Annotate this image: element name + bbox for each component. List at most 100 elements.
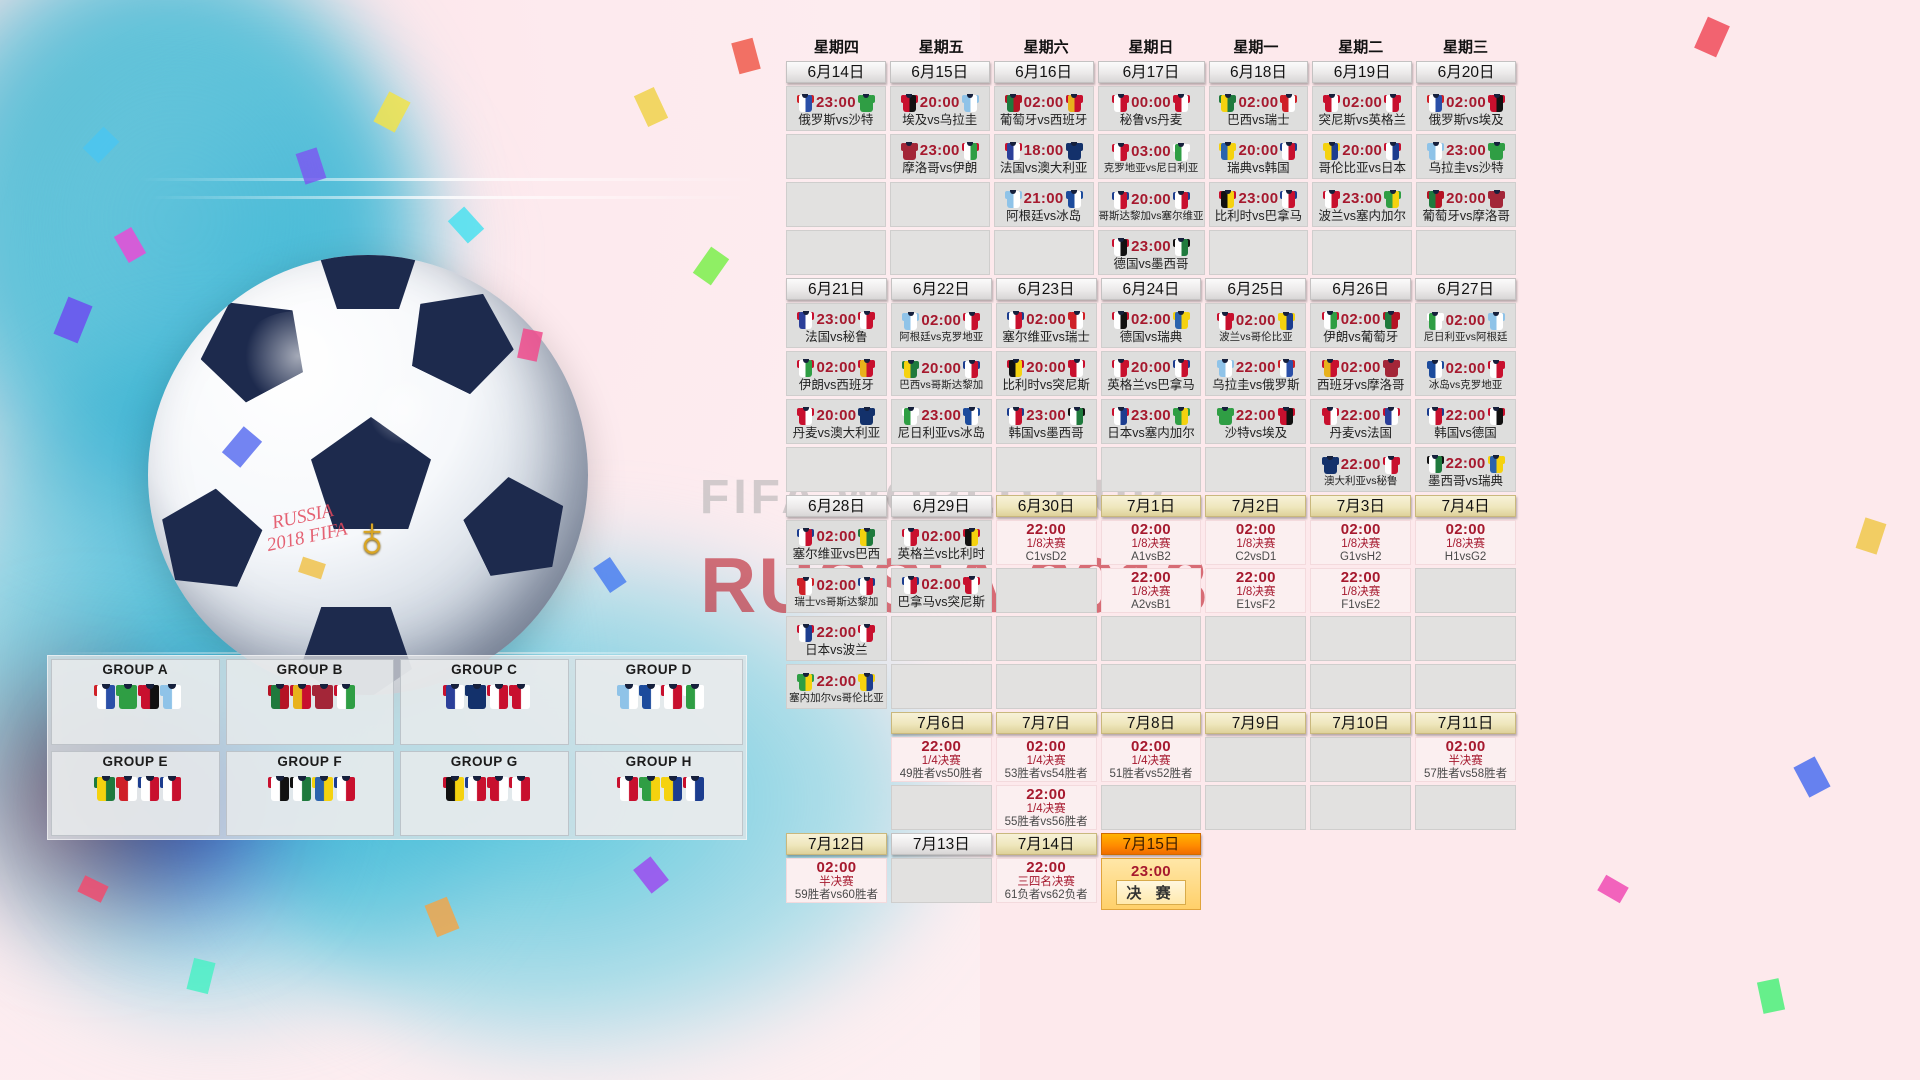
date-header[interactable]: 7月6日 bbox=[890, 712, 992, 734]
date-header[interactable]: 6月22日 bbox=[890, 278, 992, 300]
date-header[interactable]: 7月15日 bbox=[1100, 833, 1202, 855]
group-card-f[interactable]: GROUP F bbox=[225, 750, 394, 836]
match-cell[interactable]: 20:00 瑞典vs韩国 bbox=[1208, 134, 1309, 179]
date-header[interactable]: 7月7日 bbox=[995, 712, 1097, 734]
date-header[interactable]: 7月11日 bbox=[1415, 712, 1516, 734]
final-match-cell[interactable]: 23:00 决 赛 bbox=[1100, 858, 1202, 910]
match-cell[interactable]: 23:00 比利时vs巴拿马 bbox=[1208, 182, 1309, 227]
group-card-e[interactable]: GROUP E bbox=[51, 750, 220, 836]
date-header[interactable]: 6月27日 bbox=[1415, 278, 1516, 300]
match-cell[interactable]: 02:00 德国vs瑞典 bbox=[1100, 303, 1202, 348]
knockout-match-cell[interactable]: 22:00 1/8决赛 E1vsF2 bbox=[1205, 568, 1307, 613]
knockout-match-cell[interactable]: 02:00 半决赛 59胜者vs60胜者 bbox=[786, 858, 887, 903]
date-header[interactable]: 6月14日 bbox=[786, 61, 886, 83]
match-cell[interactable]: 02:00 尼日利亚vs阿根廷 bbox=[1415, 303, 1516, 348]
match-cell[interactable]: 21:00 阿根廷vs冰岛 bbox=[993, 182, 1094, 227]
match-cell[interactable]: 22:00 墨西哥vs瑞典 bbox=[1415, 447, 1516, 492]
date-header[interactable]: 7月9日 bbox=[1205, 712, 1307, 734]
knockout-match-cell[interactable]: 02:00 半决赛 57胜者vs58胜者 bbox=[1415, 737, 1516, 782]
match-cell[interactable]: 03:00 克罗地亚vs尼日利亚 bbox=[1097, 134, 1205, 179]
match-cell[interactable]: 02:00 西班牙vs摩洛哥 bbox=[1310, 351, 1412, 396]
date-header[interactable]: 7月4日 bbox=[1415, 495, 1516, 517]
match-cell[interactable]: 02:00 葡萄牙vs西班牙 bbox=[993, 86, 1094, 131]
match-cell[interactable]: 20:00 比利时vs突尼斯 bbox=[995, 351, 1097, 396]
match-cell[interactable]: 02:00 冰岛vs克罗地亚 bbox=[1415, 351, 1516, 396]
match-cell[interactable]: 02:00 巴拿马vs突尼斯 bbox=[890, 568, 992, 613]
match-cell[interactable]: 02:00 阿根廷vs克罗地亚 bbox=[890, 303, 992, 348]
match-cell[interactable]: 02:00 瑞士vs哥斯达黎加 bbox=[786, 568, 887, 613]
knockout-match-cell[interactable]: 02:00 1/8决赛 C2vsD1 bbox=[1205, 520, 1307, 565]
date-header[interactable]: 6月28日 bbox=[786, 495, 887, 517]
match-cell[interactable]: 22:00 丹麦vs法国 bbox=[1310, 399, 1412, 444]
match-cell[interactable]: 00:00 秘鲁vs丹麦 bbox=[1097, 86, 1205, 131]
match-cell[interactable]: 22:00 韩国vs德国 bbox=[1415, 399, 1516, 444]
match-cell[interactable]: 23:00 德国vs墨西哥 bbox=[1097, 230, 1205, 275]
match-cell[interactable]: 20:00 哥斯达黎加vs塞尔维亚 bbox=[1097, 182, 1205, 227]
match-cell[interactable]: 20:00 埃及vs乌拉圭 bbox=[889, 86, 990, 131]
date-header[interactable]: 6月21日 bbox=[786, 278, 887, 300]
match-cell[interactable]: 20:00 葡萄牙vs摩洛哥 bbox=[1416, 182, 1516, 227]
match-cell[interactable]: 02:00 塞尔维亚vs瑞士 bbox=[995, 303, 1097, 348]
date-header[interactable]: 7月3日 bbox=[1310, 495, 1412, 517]
match-cell[interactable]: 20:00 巴西vs哥斯达黎加 bbox=[890, 351, 992, 396]
match-cell[interactable]: 23:00 摩洛哥vs伊朗 bbox=[889, 134, 990, 179]
match-cell[interactable]: 23:00 法国vs秘鲁 bbox=[786, 303, 887, 348]
match-cell[interactable]: 02:00 英格兰vs比利时 bbox=[890, 520, 992, 565]
match-cell[interactable]: 23:00 俄罗斯vs沙特 bbox=[786, 86, 886, 131]
knockout-match-cell[interactable]: 02:00 1/4决赛 51胜者vs52胜者 bbox=[1100, 737, 1202, 782]
date-header[interactable]: 6月29日 bbox=[890, 495, 992, 517]
knockout-match-cell[interactable]: 02:00 1/8决赛 G1vsH2 bbox=[1310, 520, 1412, 565]
date-header[interactable]: 6月23日 bbox=[995, 278, 1097, 300]
date-header[interactable]: 7月14日 bbox=[995, 833, 1097, 855]
date-header[interactable]: 7月1日 bbox=[1100, 495, 1202, 517]
match-cell[interactable]: 22:00 塞内加尔vs哥伦比亚 bbox=[786, 664, 887, 709]
date-header[interactable]: 6月15日 bbox=[889, 61, 990, 83]
group-card-g[interactable]: GROUP G bbox=[400, 750, 569, 836]
date-header[interactable]: 6月25日 bbox=[1205, 278, 1307, 300]
date-header[interactable]: 7月10日 bbox=[1310, 712, 1412, 734]
date-header[interactable]: 6月24日 bbox=[1100, 278, 1202, 300]
date-header[interactable]: 6月30日 bbox=[995, 495, 1097, 517]
group-card-d[interactable]: GROUP D bbox=[574, 659, 743, 745]
match-cell[interactable]: 02:00 俄罗斯vs埃及 bbox=[1416, 86, 1516, 131]
match-cell[interactable]: 02:00 突尼斯vs英格兰 bbox=[1312, 86, 1413, 131]
match-cell[interactable]: 23:00 日本vs塞内加尔 bbox=[1100, 399, 1202, 444]
knockout-match-cell[interactable]: 02:00 1/8决赛 A1vsB2 bbox=[1100, 520, 1202, 565]
date-header[interactable]: 6月19日 bbox=[1312, 61, 1413, 83]
date-header[interactable]: 6月17日 bbox=[1097, 61, 1205, 83]
match-cell[interactable]: 02:00 伊朗vs西班牙 bbox=[786, 351, 887, 396]
date-header[interactable]: 7月2日 bbox=[1205, 495, 1307, 517]
match-cell[interactable]: 23:00 波兰vs塞内加尔 bbox=[1312, 182, 1413, 227]
knockout-match-cell[interactable]: 22:00 1/8决赛 F1vsE2 bbox=[1310, 568, 1412, 613]
date-header[interactable]: 7月12日 bbox=[786, 833, 887, 855]
match-cell[interactable]: 02:00 波兰vs哥伦比亚 bbox=[1205, 303, 1307, 348]
match-cell[interactable]: 02:00 塞尔维亚vs巴西 bbox=[786, 520, 887, 565]
date-header[interactable]: 7月8日 bbox=[1100, 712, 1202, 734]
match-cell[interactable]: 20:00 英格兰vs巴拿马 bbox=[1100, 351, 1202, 396]
group-card-c[interactable]: GROUP C bbox=[400, 659, 569, 745]
date-header[interactable]: 6月26日 bbox=[1310, 278, 1412, 300]
date-header[interactable]: 6月20日 bbox=[1416, 61, 1516, 83]
match-cell[interactable]: 23:00 韩国vs墨西哥 bbox=[995, 399, 1097, 444]
match-cell[interactable]: 22:00 澳大利亚vs秘鲁 bbox=[1310, 447, 1412, 492]
match-cell[interactable]: 20:00 哥伦比亚vs日本 bbox=[1312, 134, 1413, 179]
match-cell[interactable]: 02:00 巴西vs瑞士 bbox=[1208, 86, 1309, 131]
match-cell[interactable]: 18:00 法国vs澳大利亚 bbox=[993, 134, 1094, 179]
knockout-match-cell[interactable]: 22:00 1/8决赛 A2vsB1 bbox=[1100, 568, 1202, 613]
group-card-b[interactable]: GROUP B bbox=[225, 659, 394, 745]
match-cell[interactable]: 22:00 日本vs波兰 bbox=[786, 616, 887, 661]
match-cell[interactable]: 23:00 尼日利亚vs冰岛 bbox=[890, 399, 992, 444]
knockout-match-cell[interactable]: 22:00 1/4决赛 55胜者vs56胜者 bbox=[995, 785, 1097, 830]
match-cell[interactable]: 02:00 伊朗vs葡萄牙 bbox=[1310, 303, 1412, 348]
match-cell[interactable]: 20:00 丹麦vs澳大利亚 bbox=[786, 399, 887, 444]
date-header[interactable]: 6月18日 bbox=[1208, 61, 1309, 83]
knockout-match-cell[interactable]: 22:00 1/4决赛 49胜者vs50胜者 bbox=[890, 737, 992, 782]
match-cell[interactable]: 23:00 乌拉圭vs沙特 bbox=[1416, 134, 1516, 179]
match-cell[interactable]: 22:00 沙特vs埃及 bbox=[1205, 399, 1307, 444]
date-header[interactable]: 6月16日 bbox=[993, 61, 1094, 83]
knockout-match-cell[interactable]: 02:00 1/4决赛 53胜者vs54胜者 bbox=[995, 737, 1097, 782]
group-card-a[interactable]: GROUP A bbox=[51, 659, 220, 745]
group-card-h[interactable]: GROUP H bbox=[574, 750, 743, 836]
date-header[interactable]: 7月13日 bbox=[890, 833, 992, 855]
match-cell[interactable]: 22:00 乌拉圭vs俄罗斯 bbox=[1205, 351, 1307, 396]
